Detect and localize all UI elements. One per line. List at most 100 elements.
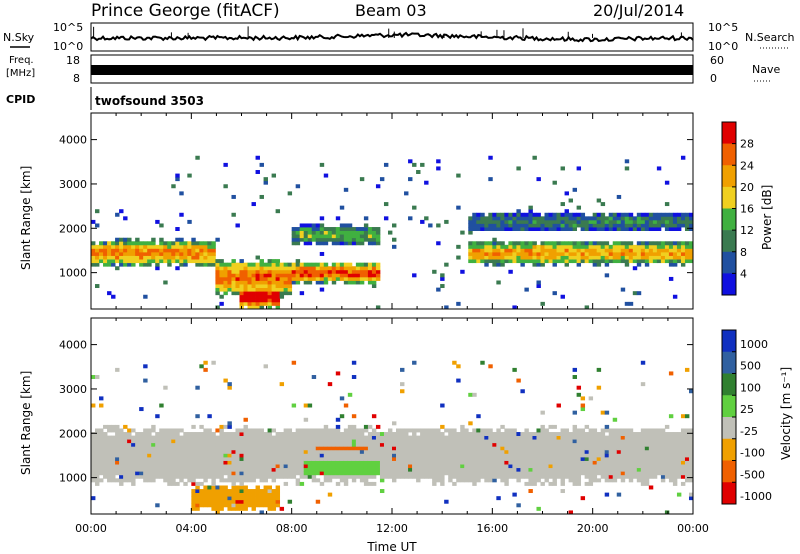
- heatmap-cell: [668, 478, 674, 483]
- heatmap-cell: [588, 244, 594, 249]
- heatmap-cell: [508, 269, 513, 274]
- heatmap-cell: [492, 449, 497, 454]
- heatmap-cell: [604, 439, 610, 444]
- heatmap-cell: [688, 453, 694, 458]
- heatmap-cell: [203, 489, 208, 494]
- heatmap-cell: [159, 471, 164, 476]
- heatmap-cell: [131, 453, 136, 458]
- heatmap-cell: [592, 449, 598, 454]
- heatmap-cell: [544, 442, 549, 447]
- heatmap-cell: [612, 449, 618, 454]
- heatmap-cell: [271, 499, 277, 504]
- heatmap-cell: [648, 456, 654, 461]
- heatmap-cell: [528, 244, 533, 249]
- heatmap-cell: [688, 389, 694, 394]
- heatmap-cell: [379, 432, 385, 436]
- heatmap-cell: [243, 467, 248, 472]
- heatmap-cell: [648, 439, 654, 444]
- heatmap-cell: [307, 237, 313, 242]
- heatmap-cell: [580, 467, 586, 472]
- heatmap-cell: [307, 435, 313, 440]
- heatmap-cell: [652, 471, 658, 476]
- heatmap-cell: [436, 449, 441, 454]
- heatmap-cell: [624, 241, 630, 246]
- heatmap-cell: [335, 266, 341, 271]
- heatmap-cell: [488, 460, 493, 465]
- heatmap-cell: [263, 485, 268, 490]
- heatmap-cell: [151, 435, 156, 440]
- heatmap-cell: [632, 244, 638, 249]
- heatmap-cell: [600, 255, 606, 260]
- colorbar-segment: [722, 460, 736, 483]
- heatmap-cell: [496, 496, 501, 501]
- heatmap-cell: [640, 216, 646, 221]
- heatmap-cell: [143, 294, 148, 299]
- heatmap-cell: [303, 464, 309, 469]
- heatmap-cell: [223, 467, 228, 472]
- heatmap-cell: [91, 442, 96, 447]
- heatmap-cell: [652, 464, 658, 469]
- heatmap-cell: [371, 439, 377, 444]
- heatmap-cell: [151, 460, 156, 465]
- heatmap-cell: [279, 294, 285, 299]
- heatmap-cell: [167, 481, 172, 486]
- heatmap-cell: [540, 255, 545, 260]
- heatmap-cell: [556, 439, 561, 444]
- heatmap-cell: [680, 456, 686, 461]
- heatmap-cell: [219, 301, 224, 306]
- heatmap-cell: [107, 478, 112, 483]
- heatmap-cell: [347, 241, 353, 246]
- heatmap-cell: [99, 460, 104, 465]
- heatmap-cell: [251, 496, 256, 501]
- heatmap-cell: [159, 460, 164, 465]
- heatmap-cell: [223, 453, 228, 458]
- heatmap-cell: [191, 251, 196, 256]
- heatmap-cell: [299, 230, 305, 235]
- heatmap-cell: [508, 446, 513, 451]
- heatmap-cell: [183, 435, 188, 440]
- heatmap-cell: [347, 474, 353, 479]
- heatmap-cell: [564, 259, 569, 264]
- heatmap-cell: [191, 499, 196, 504]
- colorbar-segment: [722, 482, 736, 505]
- heatmap-cell: [187, 460, 192, 465]
- heatmap-cell: [656, 456, 662, 461]
- heatmap-cell: [440, 467, 445, 472]
- heatmap-cell: [444, 219, 449, 224]
- heatmap-cell: [167, 449, 172, 454]
- heatmap-cell: [171, 467, 176, 472]
- heatmap-cell: [544, 216, 549, 221]
- heatmap-cell: [632, 442, 638, 447]
- heatmap-cell: [355, 467, 361, 472]
- heatmap-cell: [203, 503, 208, 508]
- heatmap-cell: [259, 162, 264, 167]
- heatmap-cell: [203, 248, 208, 253]
- heatmap-cell: [468, 449, 473, 454]
- heatmap-cell: [644, 255, 650, 260]
- heatmap-cell: [183, 255, 188, 260]
- heatmap-cell: [672, 474, 678, 479]
- heatmap-cell: [323, 266, 329, 271]
- heatmap-cell: [456, 364, 461, 369]
- heatmap-cell: [299, 456, 305, 461]
- heatmap-cell: [556, 212, 561, 217]
- heatmap-cell: [127, 248, 132, 253]
- heatmap-cell: [488, 428, 493, 433]
- heatmap-cell: [504, 471, 509, 476]
- heatmap-cell: [387, 456, 393, 461]
- heatmap-cell: [295, 266, 301, 271]
- heatmap-cell: [99, 435, 104, 440]
- heatmap-cell: [576, 453, 582, 458]
- heatmap-cell: [267, 485, 272, 490]
- heatmap-cell: [235, 449, 240, 454]
- heatmap-cell: [227, 453, 232, 458]
- heatmap-cell: [484, 262, 489, 267]
- heatmap-cell: [343, 273, 349, 278]
- heatmap-cell: [688, 464, 694, 469]
- heatmap-cell: [436, 460, 441, 465]
- heatmap-cell: [448, 442, 453, 447]
- heatmap-cell: [600, 248, 606, 253]
- heatmap-cell: [151, 442, 156, 447]
- heatmap-cell: [279, 284, 285, 289]
